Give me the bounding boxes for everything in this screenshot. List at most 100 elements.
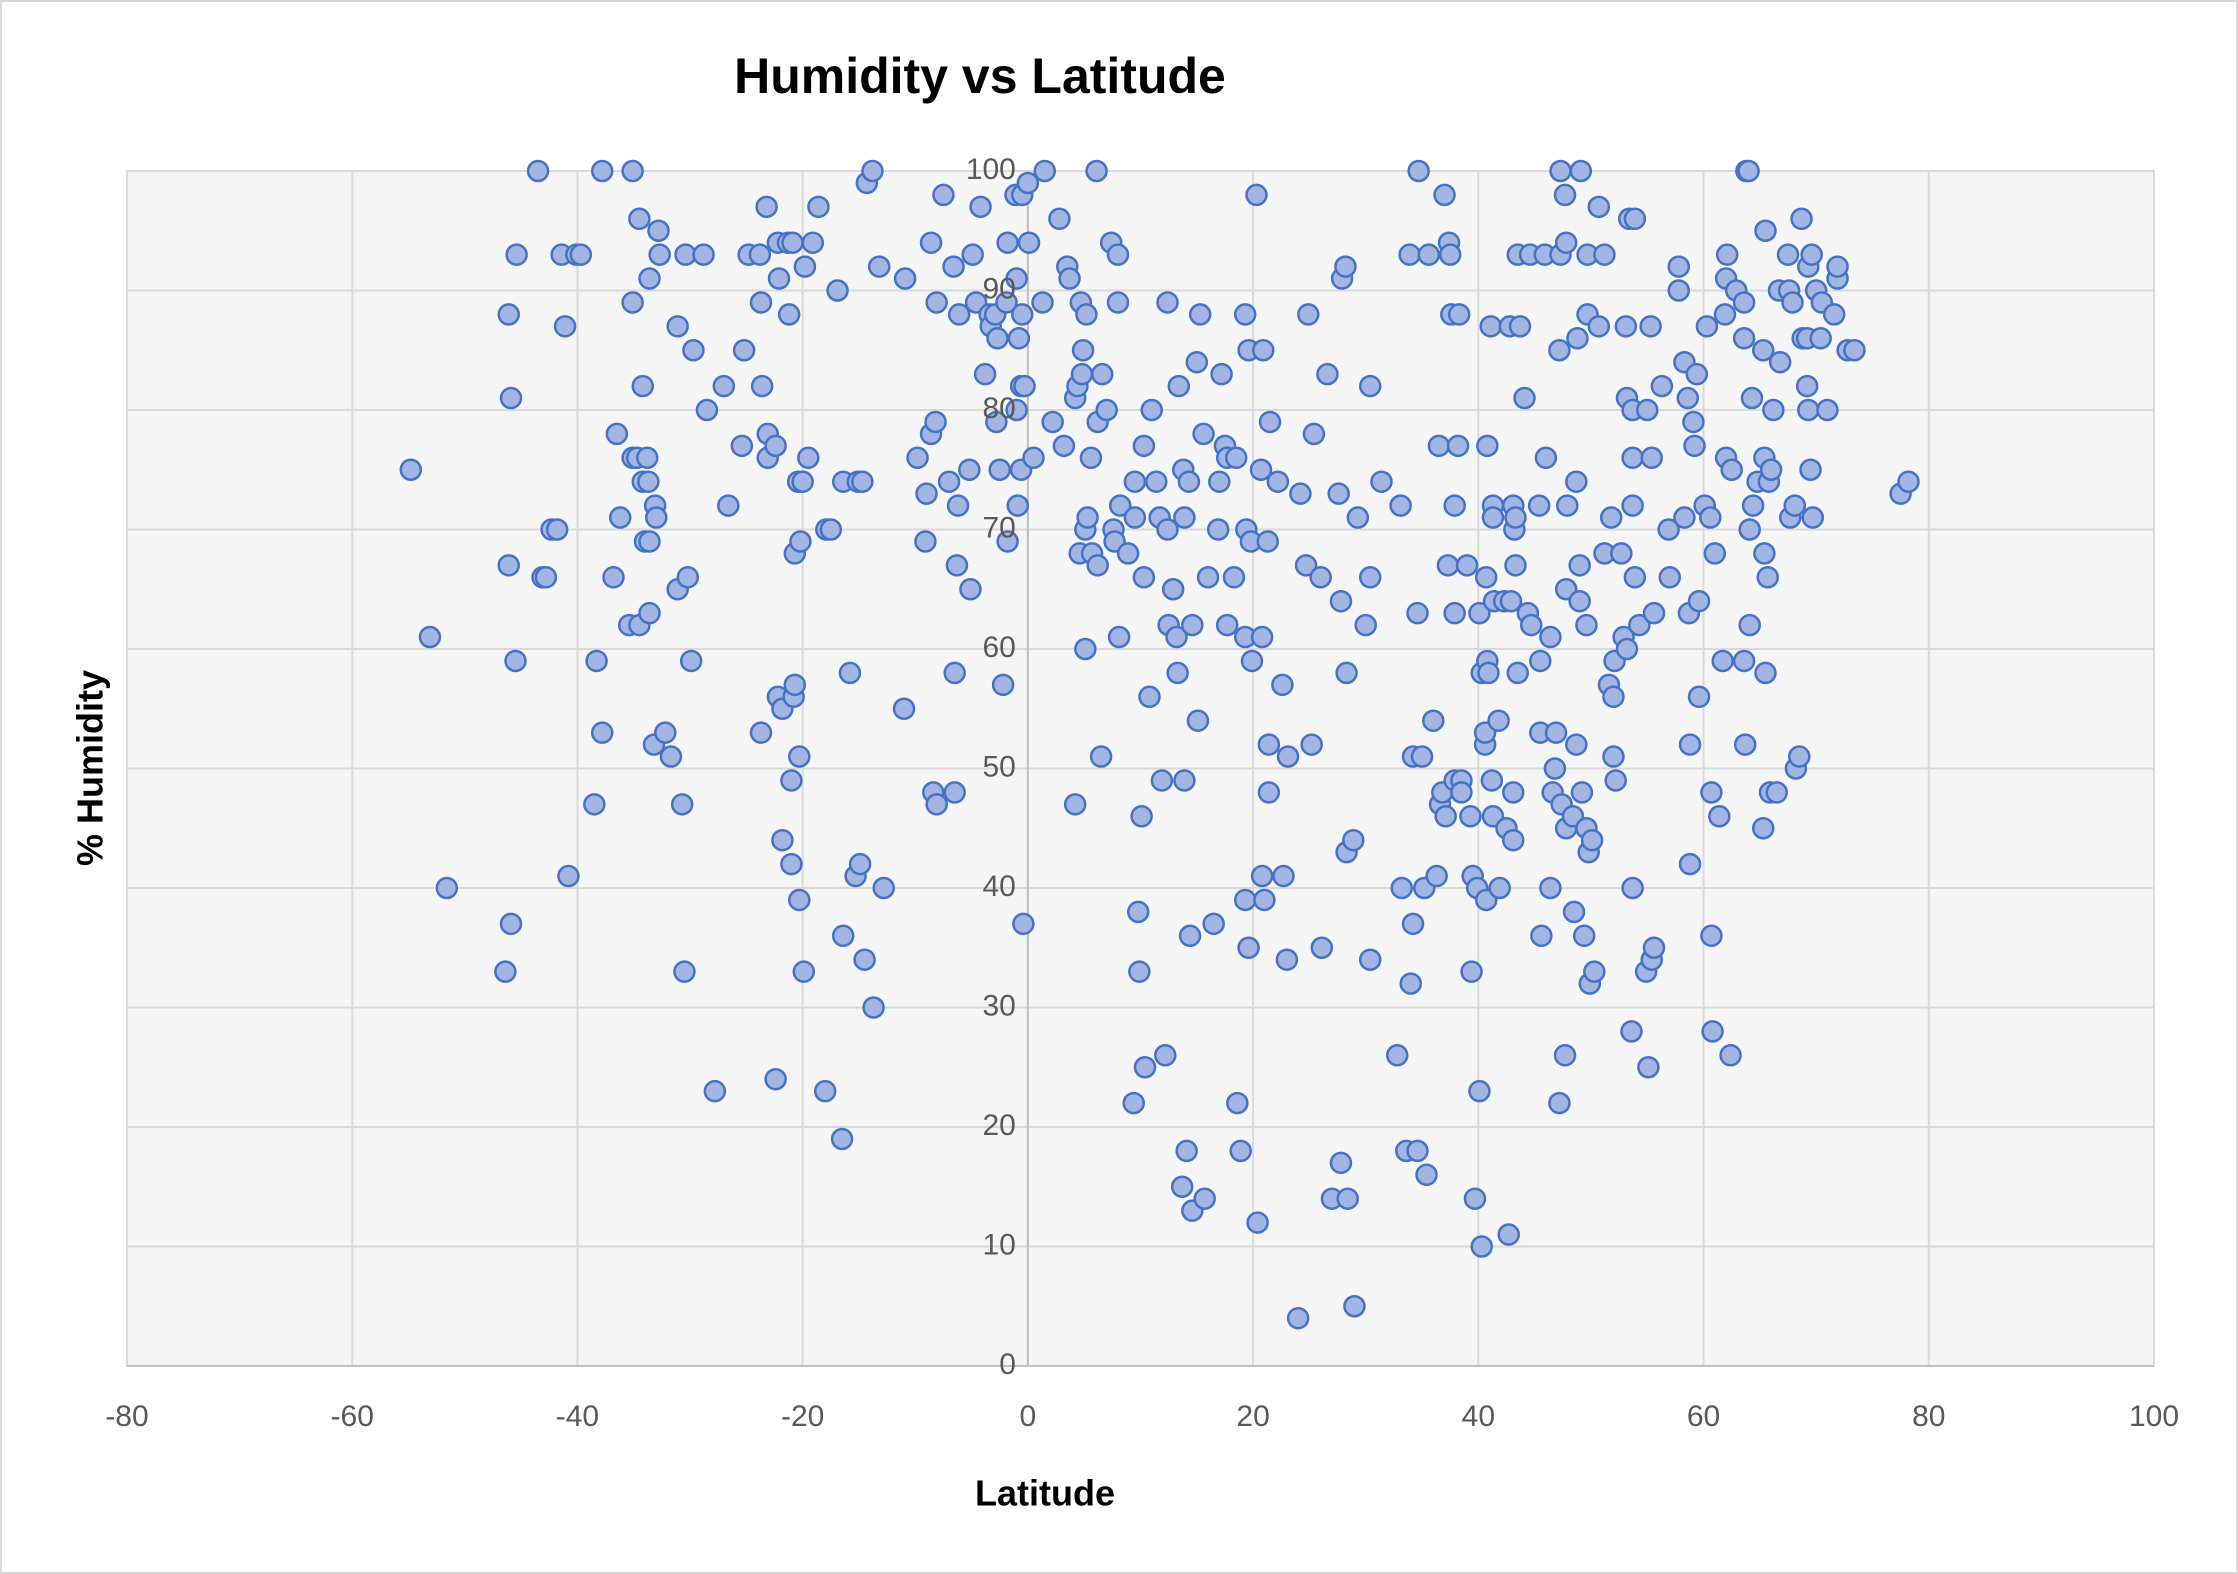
point: [670, 793, 694, 816]
point: [1173, 769, 1196, 792]
chart-title: Humidity vs Latitude: [734, 48, 1226, 104]
point: [1257, 733, 1281, 756]
y-tick-label: 70: [983, 511, 1016, 544]
y-tick-label: 10: [983, 1228, 1016, 1261]
point: [631, 374, 655, 398]
point: [1583, 960, 1606, 983]
point: [1843, 339, 1866, 362]
y-tick-label: 90: [983, 272, 1016, 305]
point: [505, 243, 528, 266]
point: [1107, 625, 1131, 649]
point: [621, 291, 644, 314]
point: [399, 458, 423, 481]
point: [1816, 398, 1839, 422]
point: [1251, 339, 1275, 362]
point: [1621, 446, 1644, 470]
point: [1788, 745, 1811, 768]
point: [919, 231, 943, 254]
point: [1642, 601, 1666, 625]
point: [961, 243, 984, 266]
point: [1604, 769, 1627, 792]
point: [1809, 327, 1832, 350]
point: [654, 721, 677, 744]
point: [585, 649, 608, 673]
point: [637, 470, 660, 493]
point: [748, 243, 772, 266]
point: [1795, 374, 1819, 398]
point: [789, 530, 812, 553]
point: [1086, 554, 1109, 577]
point: [1504, 554, 1527, 577]
point: [545, 518, 569, 541]
point: [749, 291, 773, 314]
point: [1167, 374, 1191, 398]
point: [1520, 613, 1543, 637]
point: [583, 793, 606, 816]
point: [988, 458, 1011, 481]
point: [764, 434, 787, 458]
point: [1460, 960, 1483, 983]
point: [1732, 291, 1756, 314]
y-tick-label: 40: [983, 870, 1016, 903]
point: [1196, 566, 1220, 589]
point: [925, 793, 948, 816]
point: [1276, 745, 1300, 768]
point: [893, 267, 917, 290]
point: [1427, 434, 1451, 458]
point: [628, 207, 651, 231]
point: [1504, 506, 1527, 529]
point: [826, 279, 849, 302]
point: [1527, 494, 1551, 517]
point: [1233, 303, 1257, 326]
point: [1587, 315, 1611, 338]
point: [872, 876, 895, 900]
point: [1593, 243, 1616, 266]
point: [1477, 661, 1500, 685]
point: [1192, 422, 1215, 446]
point: [1762, 398, 1785, 422]
point: [1116, 542, 1140, 565]
point: [1610, 542, 1633, 565]
point: [1070, 362, 1094, 386]
point: [1499, 589, 1523, 613]
point: [985, 410, 1008, 434]
point: [1186, 709, 1210, 732]
point: [1022, 446, 1045, 470]
point: [1294, 554, 1318, 577]
point: [1079, 446, 1103, 470]
point: [1354, 613, 1377, 637]
point: [1415, 1163, 1438, 1187]
point: [1719, 1044, 1742, 1067]
point: [1637, 1056, 1660, 1079]
point: [1257, 781, 1281, 804]
point: [1327, 482, 1350, 505]
point: [1614, 315, 1638, 338]
point: [924, 410, 947, 434]
point: [1801, 506, 1825, 529]
point: [1553, 183, 1577, 207]
point: [851, 470, 874, 493]
point: [1732, 649, 1756, 673]
point: [732, 339, 756, 362]
point: [1468, 1079, 1491, 1103]
point: [1548, 339, 1571, 362]
point: [807, 195, 830, 219]
y-tick-label: 100: [966, 153, 1016, 186]
point: [1173, 506, 1196, 529]
point: [497, 554, 521, 577]
point: [608, 506, 632, 529]
point: [1188, 303, 1212, 326]
point: [1623, 207, 1647, 231]
point: [1741, 494, 1765, 517]
point: [1658, 566, 1682, 589]
points: [399, 159, 1920, 1330]
point: [1754, 661, 1777, 685]
point: [1210, 362, 1233, 386]
point: [1711, 649, 1734, 673]
point: [1556, 494, 1579, 517]
point: [1336, 1187, 1359, 1210]
point: [499, 386, 523, 410]
point: [793, 255, 817, 278]
point: [792, 960, 816, 983]
